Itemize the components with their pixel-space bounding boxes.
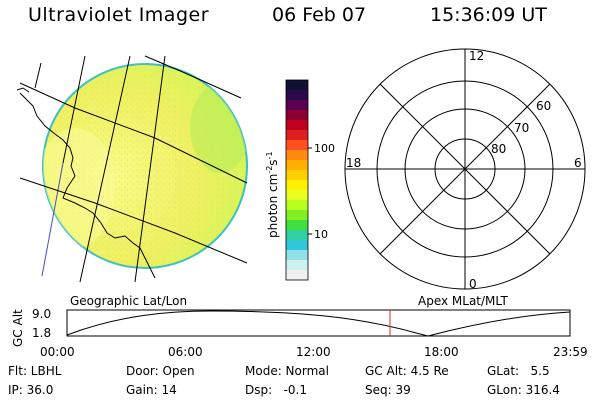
colorbar-segment	[286, 160, 308, 171]
right-panel-caption: Apex MLat/MLT	[418, 294, 508, 308]
colorbar-tick-100: 100	[314, 142, 335, 155]
xtick-1200: 12:00	[296, 345, 331, 359]
colorbar-segment	[286, 180, 308, 191]
altitude-ylabel: GC Alt	[11, 309, 25, 347]
mlat-label-60: 60	[536, 99, 551, 113]
colorbar-segment	[286, 90, 308, 101]
altitude-ytick-1.8: 1.8	[32, 326, 51, 340]
coastline	[19, 92, 156, 279]
left-panel-caption: Geographic Lat/Lon	[70, 294, 188, 308]
colorbar-segment	[286, 150, 308, 161]
uv-image-panel	[16, 55, 248, 283]
colorbar-segment	[286, 190, 308, 201]
info-gcalt: GC Alt: 4.5 Re	[365, 364, 449, 378]
colorbar-segment	[286, 220, 308, 231]
info-flt: Flt: LBHL	[8, 364, 62, 378]
altitude-plot-frame	[66, 309, 571, 337]
colorbar-segment	[286, 230, 308, 241]
time-label: 15:36:09 UT	[430, 4, 547, 26]
info-glon: GLon: 316.4	[487, 383, 560, 397]
app-title: Ultraviolet Imager	[28, 4, 210, 26]
colorbar-segment	[286, 110, 308, 121]
info-mode: Mode: Normal	[245, 364, 329, 378]
colorbar: 100 10 photon cm-2s-1	[265, 79, 335, 281]
colorbar-segment	[286, 120, 308, 131]
altitude-ytick-9: 9.0	[32, 307, 51, 321]
colorbar-segment	[286, 250, 308, 261]
info-ip: IP: 36.0	[8, 383, 54, 397]
info-dsp: Dsp: -0.1	[245, 383, 308, 397]
mlt-label-6: 6	[574, 156, 582, 170]
xtick-2359: 23:59	[553, 345, 588, 359]
mlt-label-18: 18	[346, 156, 361, 170]
mlat-mlt-polar-plot: 12 6 0 18 60 70 80	[344, 48, 586, 291]
colorbar-segment	[286, 240, 308, 251]
colorbar-segment	[286, 270, 308, 281]
info-glat: GLat: 5.5	[487, 364, 550, 378]
altitude-plot: GC Alt 9.0 1.8	[11, 307, 571, 347]
mlt-label-0: 0	[469, 277, 477, 291]
colorbar-segment	[286, 130, 308, 141]
xtick-1800: 18:00	[424, 345, 459, 359]
mlat-label-70: 70	[514, 121, 529, 135]
geographic-grid	[19, 55, 248, 283]
colorbar-segment	[286, 100, 308, 111]
info-door: Door: Open	[126, 364, 195, 378]
colorbar-segment	[286, 260, 308, 271]
colorbar-segment	[286, 200, 308, 211]
altitude-curve	[66, 310, 571, 337]
mlt-label-12: 12	[469, 49, 484, 63]
mlat-label-80: 80	[491, 142, 506, 156]
xtick-0600: 06:00	[168, 345, 203, 359]
info-gain: Gain: 14	[126, 383, 177, 397]
date-label: 06 Feb 07	[272, 4, 367, 26]
xtick-0000: 00:00	[40, 345, 75, 359]
colorbar-segment	[286, 80, 308, 91]
colorbar-segment	[286, 140, 308, 151]
colorbar-segment	[286, 170, 308, 181]
info-seq: Seq: 39	[365, 383, 411, 397]
colorbar-tick-10: 10	[314, 228, 328, 241]
colorbar-unit-label: photon cm-2s-1	[265, 151, 280, 238]
colorbar-segment	[286, 210, 308, 221]
